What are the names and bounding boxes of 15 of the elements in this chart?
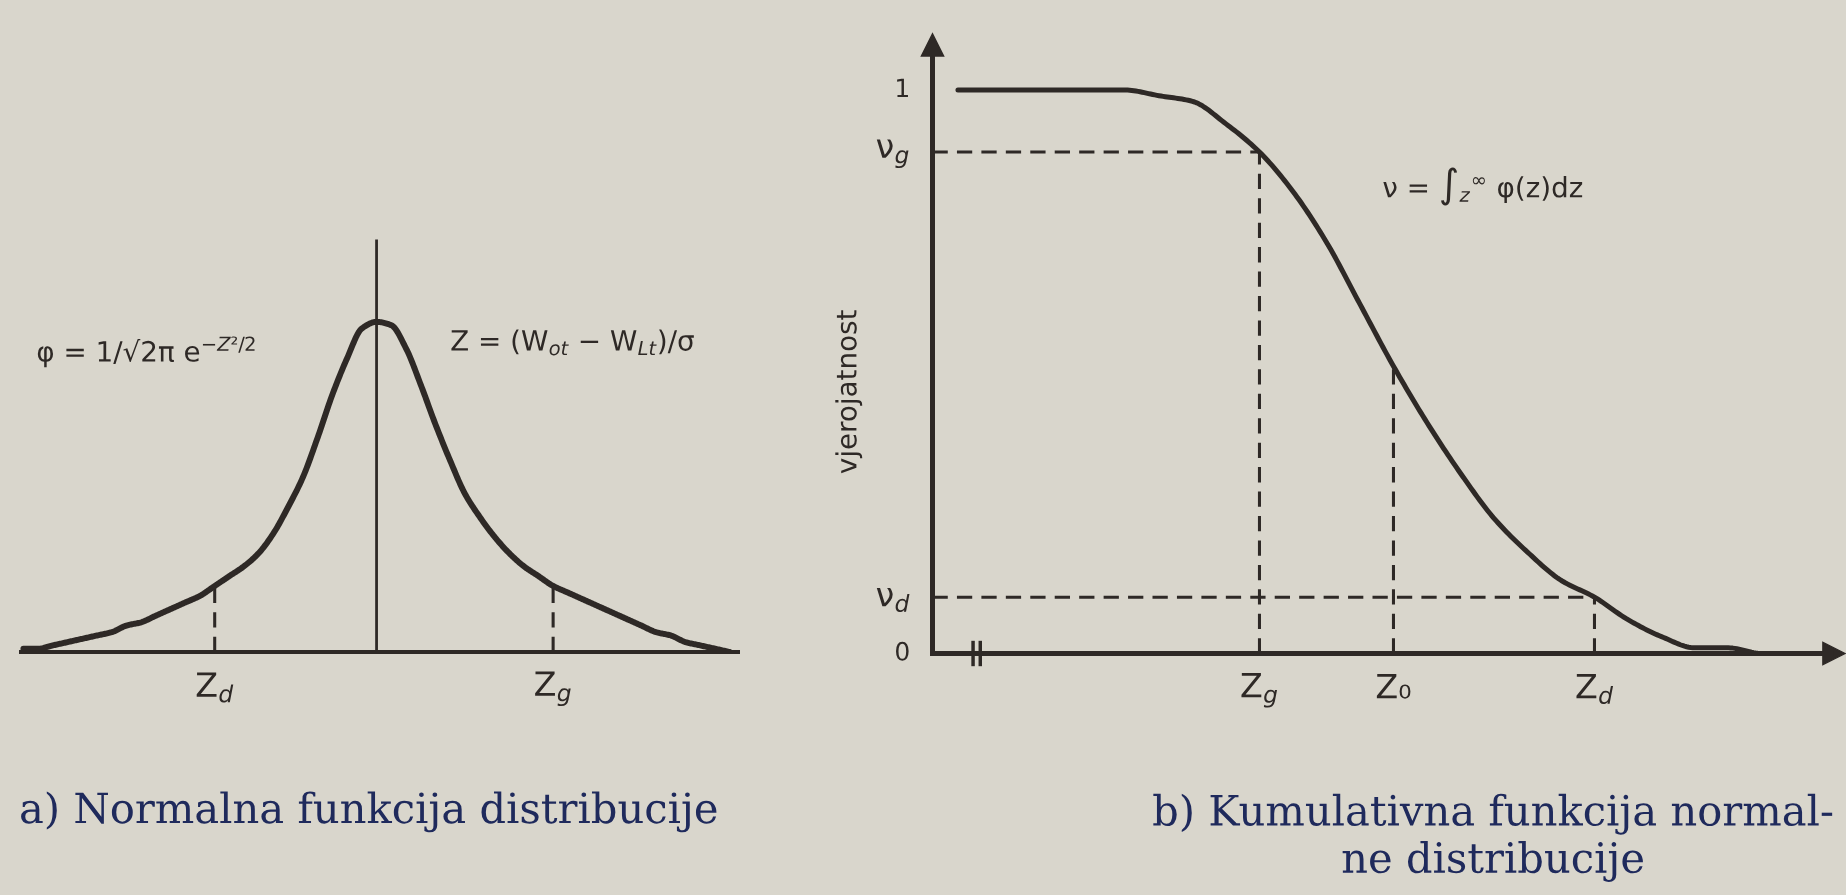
text: b) Kumulativna funkcija normal- ne distribucije <box>1153 793 1833 882</box>
annotation: Z = (W$_{ot}$ − W$_{Lt}$)/σ <box>451 329 694 356</box>
x-tick-label: Z$_{d}$ <box>196 672 234 703</box>
x-tick-label: Z$_{d}$ <box>1576 673 1614 705</box>
y-axis-title: vjerojatnost <box>835 310 863 474</box>
annotation: ν = ∫$_{z}$$^{∞}$ φ(z)dz <box>1383 167 1583 206</box>
y-tick-label: 0 <box>896 641 909 661</box>
y-tick-label: 1 <box>897 78 908 97</box>
x-tick-label: Z₀ <box>1376 673 1411 699</box>
y-tick-label: ν$_{g}$ <box>876 139 909 169</box>
y-tick-label: ν$_{d}$ <box>876 588 910 613</box>
x-tick-label: Z$_{g}$ <box>1241 672 1278 708</box>
annotation: φ = 1/√2π e$^{−Z²/2}$ <box>37 336 255 368</box>
text: a) Normalna funkcija distribucije <box>21 791 717 833</box>
x-tick-label: Z$_{g}$ <box>535 671 571 707</box>
